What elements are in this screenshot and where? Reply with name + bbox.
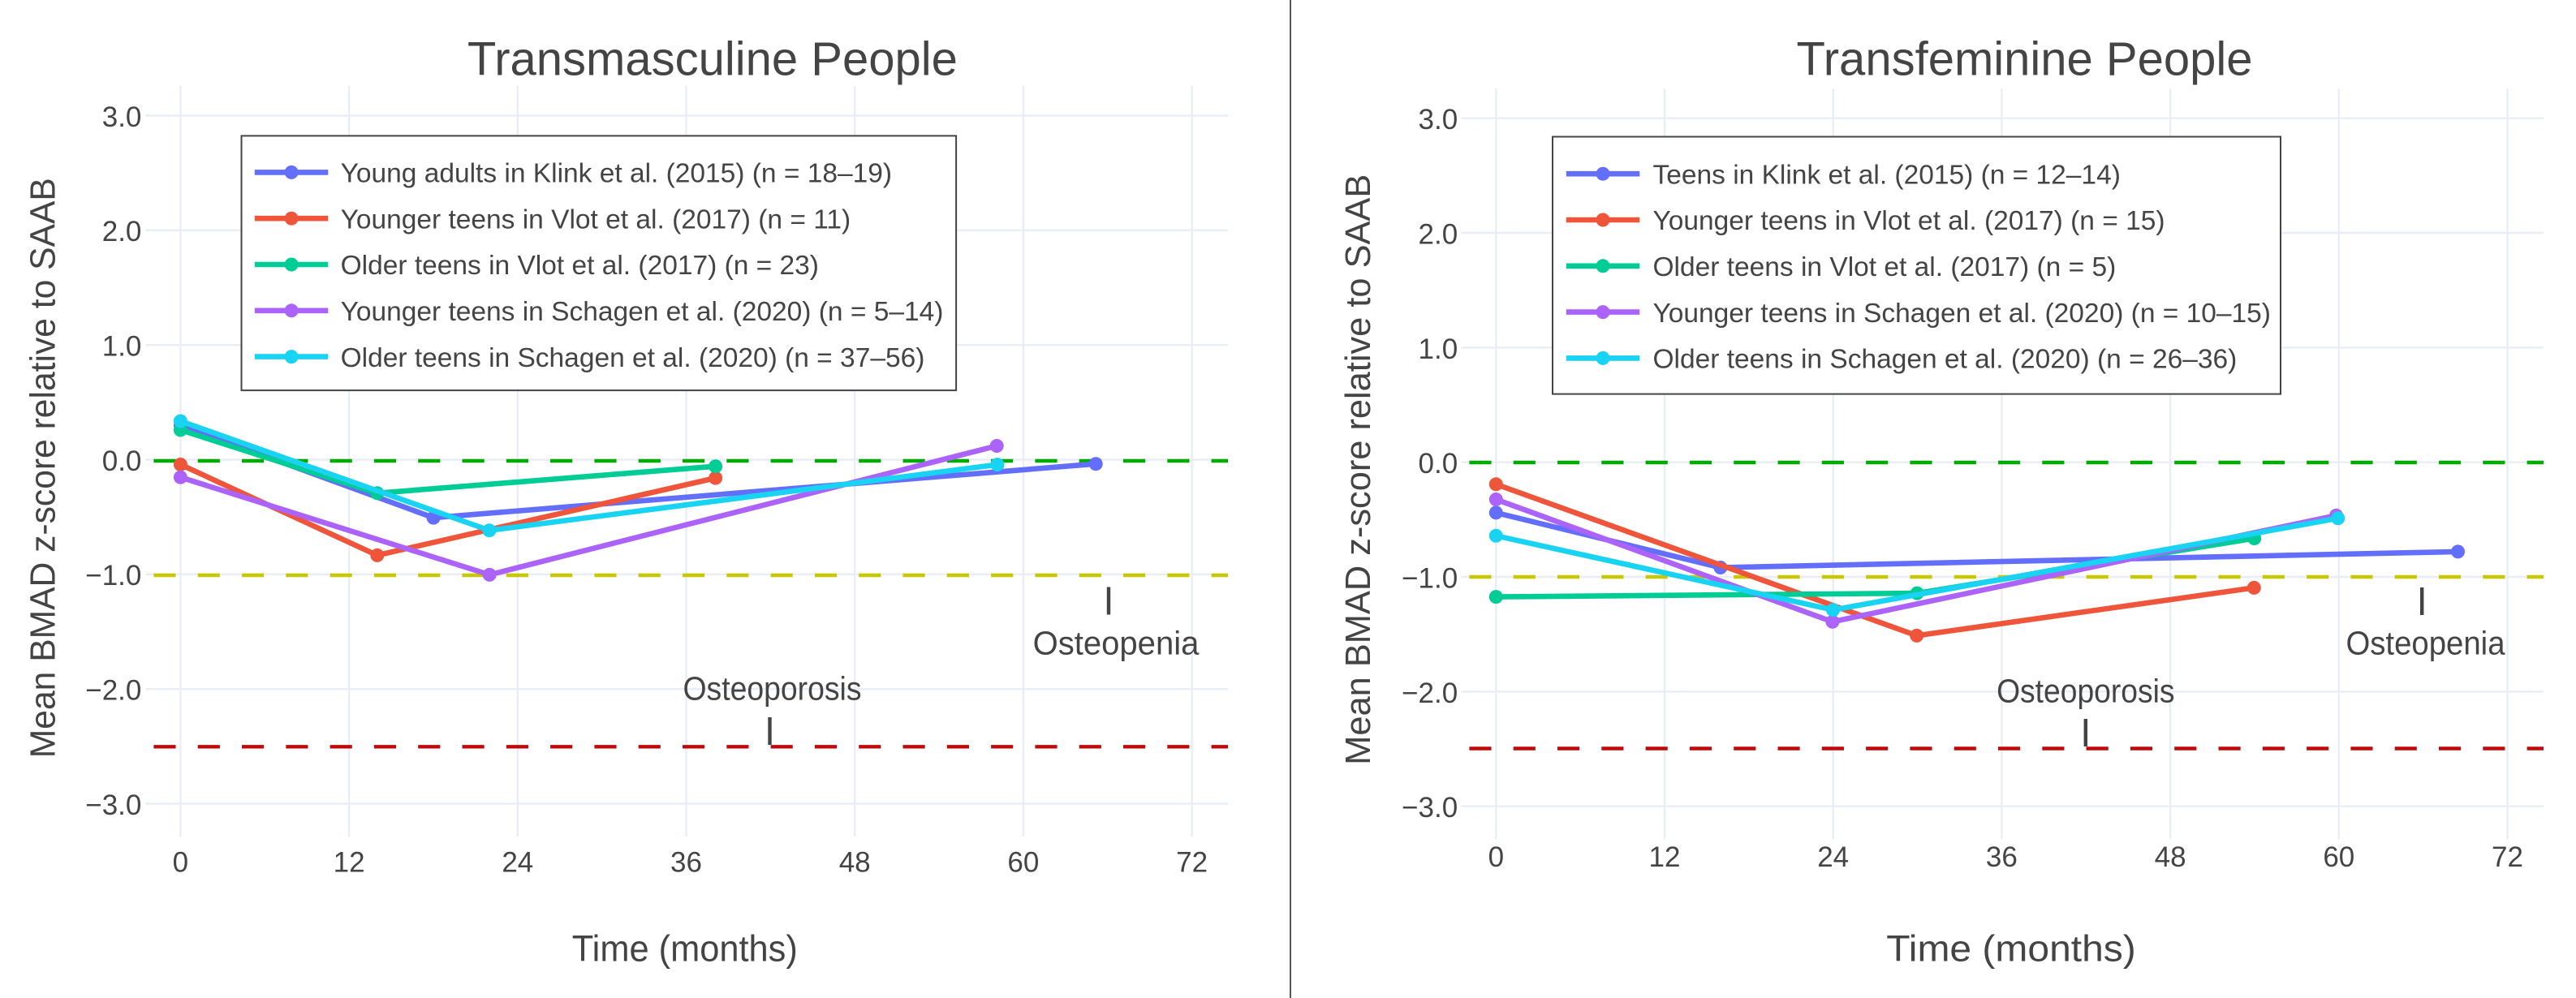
svg-text:Osteoporosis: Osteoporosis	[1997, 673, 2174, 710]
svg-text:Younger teens in Schagen et al: Younger teens in Schagen et al. (2020) (…	[341, 297, 944, 327]
svg-text:Younger teens in Vlot et al. (: Younger teens in Vlot et al. (2017) (n =…	[341, 204, 851, 234]
svg-text:72: 72	[2492, 841, 2523, 873]
svg-text:72: 72	[1176, 846, 1208, 878]
svg-text:2.0: 2.0	[1419, 218, 1458, 250]
svg-text:24: 24	[1817, 841, 1849, 873]
svg-text:Time (months): Time (months)	[1886, 928, 2136, 970]
svg-text:12: 12	[334, 846, 365, 878]
svg-text:Older teens in Schagen et al.: Older teens in Schagen et al. (2020) (n …	[341, 343, 925, 373]
svg-text:Younger teens in Schagen et al: Younger teens in Schagen et al. (2020) (…	[1653, 299, 2271, 329]
svg-text:60: 60	[2323, 841, 2354, 873]
svg-text:Younger teens in Vlot et al. (: Younger teens in Vlot et al. (2017) (n =…	[1653, 206, 2165, 236]
svg-text:48: 48	[2155, 841, 2186, 873]
svg-text:Teens in Klink et al. (2015) (: Teens in Klink et al. (2015) (n = 12–14)	[1653, 160, 2121, 190]
svg-text:0.0: 0.0	[102, 445, 142, 477]
svg-text:0.0: 0.0	[1419, 448, 1458, 480]
svg-text:1.0: 1.0	[102, 331, 142, 363]
svg-text:Time (months): Time (months)	[572, 928, 798, 970]
svg-text:1.0: 1.0	[1419, 333, 1458, 365]
svg-text:Older teens in Vlot et al. (20: Older teens in Vlot et al. (2017) (n = 2…	[341, 251, 819, 281]
svg-text:2.0: 2.0	[102, 216, 142, 247]
svg-text:−2.0: −2.0	[1402, 678, 1458, 709]
svg-text:Mean BMAD z-score relative to: Mean BMAD z-score relative to SAAB	[24, 178, 63, 758]
svg-text:−3.0: −3.0	[1402, 792, 1458, 824]
svg-text:0: 0	[1488, 841, 1504, 873]
svg-text:Transmasculine People: Transmasculine People	[467, 32, 958, 85]
svg-text:36: 36	[1986, 841, 2018, 873]
svg-text:3.0: 3.0	[102, 101, 142, 133]
svg-text:12: 12	[1649, 841, 1681, 873]
svg-text:0: 0	[173, 846, 188, 878]
svg-text:−2.0: −2.0	[85, 675, 141, 707]
svg-text:36: 36	[670, 846, 702, 878]
svg-text:Older teens in Vlot et al. (20: Older teens in Vlot et al. (2017) (n = 5…	[1653, 252, 2117, 282]
svg-text:Osteopenia: Osteopenia	[2346, 625, 2505, 662]
svg-text:60: 60	[1007, 846, 1039, 878]
svg-text:−1.0: −1.0	[1402, 562, 1458, 594]
svg-text:24: 24	[502, 846, 533, 878]
svg-text:Young adults in Klink et al. (: Young adults in Klink et al. (2015) (n =…	[341, 159, 892, 189]
svg-text:Transfeminine People: Transfeminine People	[1796, 32, 2252, 85]
svg-text:−3.0: −3.0	[85, 789, 141, 821]
svg-text:−1.0: −1.0	[85, 560, 141, 591]
svg-text:Older teens in Schagen et al.: Older teens in Schagen et al. (2020) (n …	[1653, 345, 2238, 375]
svg-text:Osteopenia: Osteopenia	[1033, 625, 1200, 662]
svg-text:3.0: 3.0	[1419, 104, 1458, 136]
svg-text:Osteoporosis: Osteoporosis	[683, 670, 862, 708]
svg-text:48: 48	[839, 846, 871, 878]
svg-text:Mean BMAD z-score relative to: Mean BMAD z-score relative to SAAB	[1338, 174, 1378, 765]
